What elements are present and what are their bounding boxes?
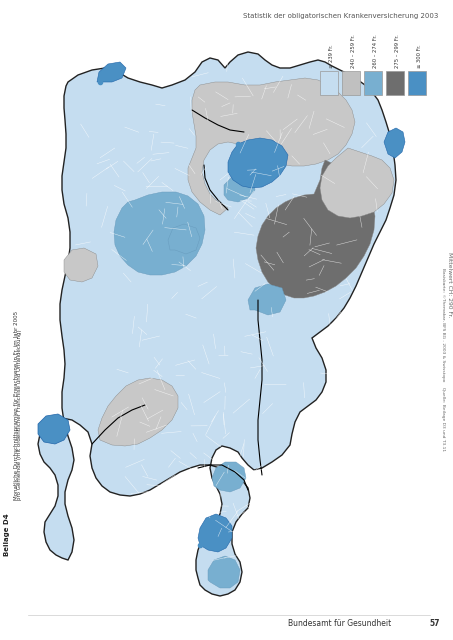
Text: 240 – 259 Fr.: 240 – 259 Fr.: [351, 35, 356, 68]
Polygon shape: [98, 378, 178, 446]
Text: Monatliche Durchschnittspramien für Erwachsene in Fr. im Jahr 2005: Monatliche Durchschnittspramien für Erwa…: [14, 311, 19, 500]
Polygon shape: [384, 128, 405, 158]
Text: ≥ 300 Fr.: ≥ 300 Fr.: [417, 44, 422, 68]
Polygon shape: [228, 138, 288, 188]
Polygon shape: [248, 284, 286, 315]
Polygon shape: [224, 175, 255, 202]
Polygon shape: [168, 224, 200, 254]
Bar: [342, 71, 360, 95]
Text: Mittelwert CH: 290 Fr.: Mittelwert CH: 290 Fr.: [447, 252, 452, 317]
Bar: [386, 71, 404, 95]
Bar: [408, 71, 426, 95]
Text: 57: 57: [429, 619, 440, 628]
Text: Bundesamt für Gesundheit: Bundesamt für Gesundheit: [288, 619, 391, 628]
Text: pro Gemeinde (mit ordentlicher Franchise und Unfalldeckung): pro Gemeinde (mit ordentlicher Franchise…: [12, 330, 22, 500]
Text: 275 – 299 Fr.: 275 – 299 Fr.: [395, 35, 400, 68]
Bar: [320, 71, 338, 95]
Polygon shape: [188, 78, 355, 215]
Text: Statistik der obligatorischen Krankenversicherung 2003: Statistik der obligatorischen Krankenver…: [243, 13, 438, 19]
Polygon shape: [320, 148, 394, 218]
Polygon shape: [64, 248, 98, 282]
Text: 260 – 274 Fr.: 260 – 274 Fr.: [373, 35, 378, 68]
Polygon shape: [38, 52, 396, 596]
Polygon shape: [114, 192, 205, 275]
Polygon shape: [208, 556, 240, 588]
Bar: [364, 71, 382, 95]
Polygon shape: [97, 62, 126, 82]
Polygon shape: [212, 462, 246, 492]
Polygon shape: [198, 514, 232, 552]
Text: ≤ 239 Fr.: ≤ 239 Fr.: [329, 44, 334, 68]
Polygon shape: [256, 160, 375, 298]
Text: Basiskarte: ©Themakar, BFS BG - 2003 & Swisstopo    Quelle: Beilage D3 und T3.11: Basiskarte: ©Themakar, BFS BG - 2003 & S…: [441, 268, 445, 452]
Text: Beilage D4: Beilage D4: [4, 513, 10, 556]
Polygon shape: [38, 414, 70, 444]
